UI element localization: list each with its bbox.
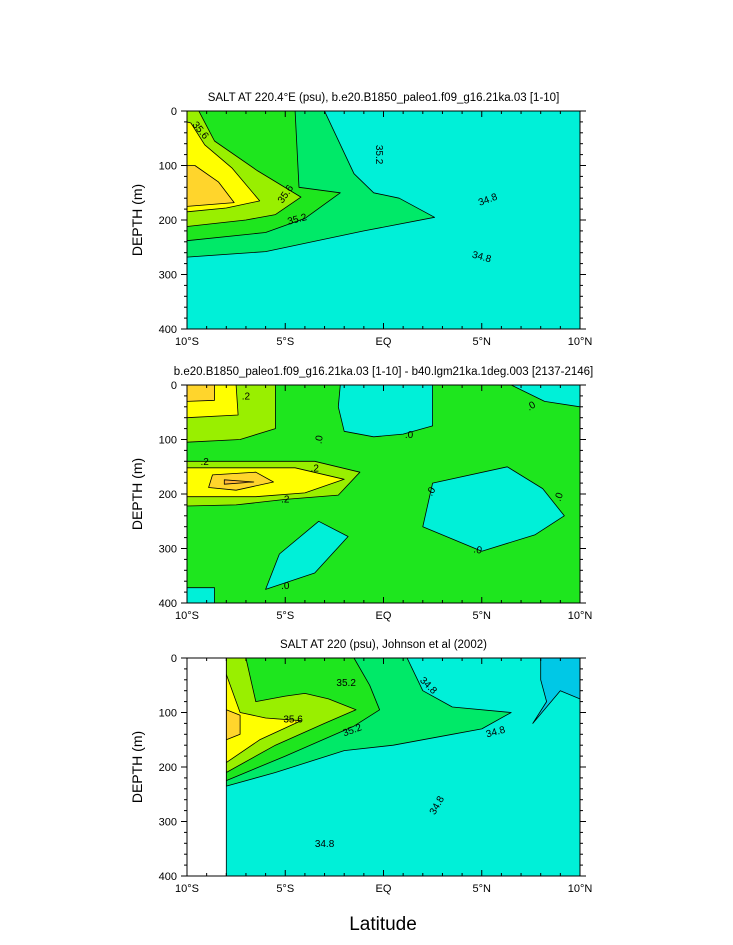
contour-region-m0p2 xyxy=(265,520,349,590)
contour-label: 35.2 xyxy=(286,212,308,228)
y-tick-label: 0 xyxy=(171,106,177,118)
y-tick-label: 300 xyxy=(159,270,177,282)
y-tick-label: 300 xyxy=(159,544,177,556)
contour-label: .2 xyxy=(242,391,251,402)
contour-region-m0p2 xyxy=(422,466,565,552)
contour-label: 34.8 xyxy=(471,250,493,266)
x-tick-label: 5°S xyxy=(276,336,294,348)
y-axis-label: DEPTH (m) xyxy=(129,458,145,530)
contour-label: .0 xyxy=(281,581,290,592)
contour-region-0p6 xyxy=(187,385,215,402)
contour-label: .0 xyxy=(405,430,414,441)
contour-label: 35.2 xyxy=(336,678,356,689)
contour-label: 35.6 xyxy=(283,715,303,726)
y-tick-label: 400 xyxy=(159,871,177,883)
contour-region-35p8 xyxy=(225,709,241,741)
contour-label: .0 xyxy=(473,544,484,556)
panel-title: b.e20.B1850_paleo1.f09_g16.21ka.03 [1-10… xyxy=(174,366,593,378)
contour-label: .2 xyxy=(201,457,210,468)
x-tick-label: 10°N xyxy=(568,610,593,622)
contour-region-m0p2 xyxy=(337,385,434,438)
x-tick-label: EQ xyxy=(376,610,392,622)
y-tick-label: 200 xyxy=(159,489,177,501)
contour-region-m0p2 xyxy=(187,587,215,603)
panel-title: SALT AT 220 (psu), Johnson et al (2002) xyxy=(280,639,487,651)
contour-label: .0 xyxy=(313,434,325,445)
x-tick-label: EQ xyxy=(376,883,392,895)
panel-difference: .2.0.0.0.2.2.2.0.0.0.010°S 5°S EQ 5°N 10°N01… xyxy=(129,366,593,622)
y-tick-label: 400 xyxy=(159,324,177,336)
y-tick-label: 200 xyxy=(159,762,177,774)
x-tick-label: 5°S xyxy=(276,610,294,622)
y-axis-label: DEPTH (m) xyxy=(129,731,145,803)
panel-model-salinity: 35.635.235.635.234.834.810°S 5°S EQ 5°N 10°N… xyxy=(129,92,592,348)
contour-label: .2 xyxy=(311,463,320,474)
contour-label: .2 xyxy=(281,494,290,505)
contour-region-0p8 xyxy=(223,479,255,485)
y-tick-label: 0 xyxy=(171,380,177,392)
x-tick-label: 10°S xyxy=(175,883,199,895)
y-tick-label: 100 xyxy=(159,161,177,173)
contour-region-34p6 xyxy=(532,658,580,724)
y-tick-label: 0 xyxy=(171,653,177,665)
figure-xlabel: Latitude xyxy=(349,914,417,935)
no-data-mask xyxy=(187,658,227,876)
contour-region-m0p2 xyxy=(510,385,580,408)
y-tick-label: 400 xyxy=(159,598,177,610)
contour-region-35p4 xyxy=(225,658,357,773)
contour-label: 34.8 xyxy=(485,725,507,741)
x-tick-label: 10°N xyxy=(568,336,593,348)
y-tick-label: 100 xyxy=(159,708,177,720)
contour-region-35p8 xyxy=(187,165,235,207)
panel-observed-salinity: 35.235.635.234.834.834.834.810°S 5°S EQ 5°N… xyxy=(129,639,592,895)
y-tick-label: 100 xyxy=(159,435,177,447)
x-tick-label: 5°N xyxy=(473,336,492,348)
contour-label: 34.8 xyxy=(315,839,335,850)
y-tick-label: 300 xyxy=(159,817,177,829)
y-tick-label: 200 xyxy=(159,215,177,227)
x-tick-label: 10°S xyxy=(175,336,199,348)
x-tick-label: 5°N xyxy=(473,883,492,895)
x-tick-label: 5°S xyxy=(276,883,294,895)
y-axis-label: DEPTH (m) xyxy=(129,184,145,256)
contour-label: 35.2 xyxy=(373,145,384,165)
x-tick-label: 10°S xyxy=(175,610,199,622)
x-tick-label: 10°N xyxy=(568,883,593,895)
x-tick-label: EQ xyxy=(376,336,392,348)
x-tick-label: 5°N xyxy=(473,610,492,622)
panel-title: SALT AT 220.4°E (psu), b.e20.B1850_paleo… xyxy=(208,92,560,104)
